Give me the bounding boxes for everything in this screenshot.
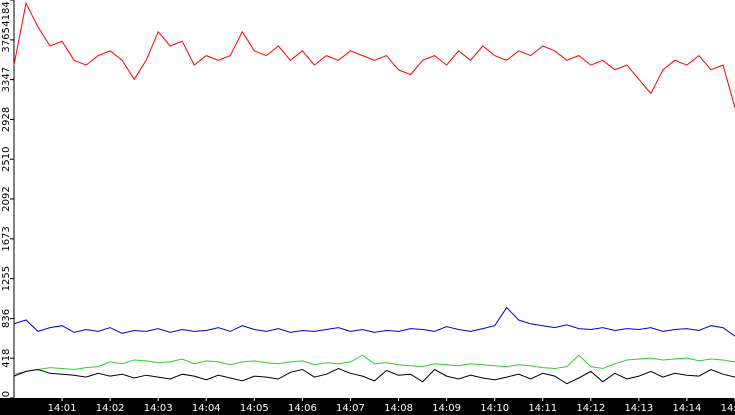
x-tick-label: 14:13 xyxy=(624,403,653,414)
x-tick-label: 14:06 xyxy=(288,403,317,414)
y-tick-label: 4184 xyxy=(1,1,12,26)
x-tick-label: 14:03 xyxy=(144,403,173,414)
y-tick-label: 1673 xyxy=(1,226,12,251)
x-tick-label: 14:01 xyxy=(48,403,77,414)
series-line xyxy=(13,367,735,385)
x-tick-label: 14:15 xyxy=(721,403,735,414)
x-tick-label: 14:10 xyxy=(480,403,509,414)
y-tick-label: 3347 xyxy=(1,67,12,92)
x-tick-label: 14:11 xyxy=(528,403,557,414)
x-tick-label: 14:04 xyxy=(192,403,221,414)
x-tick-label: 14:12 xyxy=(576,403,605,414)
x-tick-label: 14:07 xyxy=(336,403,365,414)
series-line xyxy=(13,354,735,375)
x-tick-label: 14:02 xyxy=(96,403,125,414)
x-axis-bar xyxy=(0,398,735,415)
y-tick-label: 1255 xyxy=(1,266,12,291)
y-tick-label: 418 xyxy=(1,349,12,368)
y-tick-label: 0 xyxy=(1,391,12,397)
series-line xyxy=(13,306,735,337)
x-tick-label: 14:05 xyxy=(240,403,269,414)
y-tick-label: 2928 xyxy=(1,107,12,132)
x-tick-label: 14:09 xyxy=(432,403,461,414)
y-tick-label: 3765 xyxy=(1,27,12,52)
y-tick-label: 2092 xyxy=(1,186,12,211)
y-tick-label: 836 xyxy=(1,309,12,328)
y-tick-label: 2510 xyxy=(1,147,12,172)
x-tick-label: 14:08 xyxy=(384,403,413,414)
series-line xyxy=(13,1,735,109)
x-tick-label: 14:14 xyxy=(673,403,702,414)
